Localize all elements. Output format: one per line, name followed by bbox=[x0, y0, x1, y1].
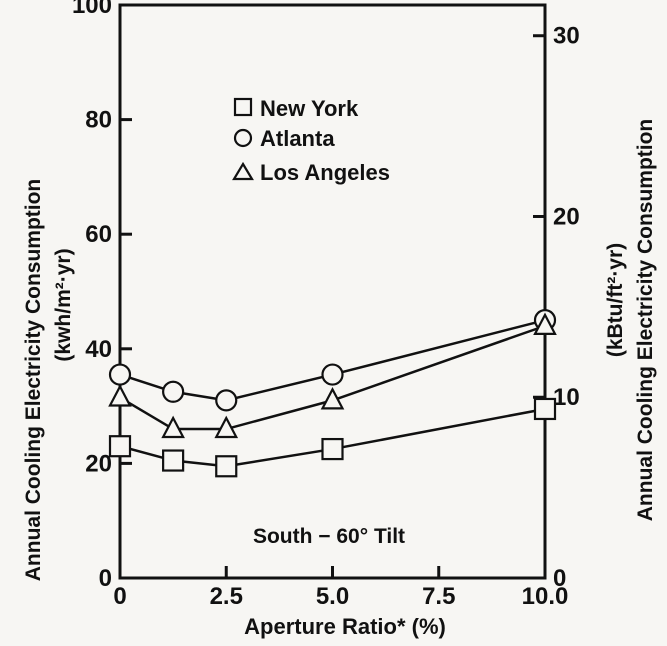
point-new-york bbox=[108, 435, 132, 458]
series-layer bbox=[108, 309, 557, 478]
plot-frame bbox=[118, 3, 547, 580]
point-new-york bbox=[321, 437, 344, 461]
axis-ticks: 0 20 40 60 80 100 0 10 20 30 0 2.5 5.0 7.5 10.0 bbox=[72, 0, 580, 610]
x-tick-label: 10.0 bbox=[522, 583, 569, 610]
point-los-angeles bbox=[108, 384, 132, 407]
y-tick-label-right: 30 bbox=[553, 23, 580, 50]
y-axis-title-left-text: Annual Cooling Electricity Consumption bbox=[22, 179, 45, 582]
y-axis-units-left: (kwh/m²·yr) bbox=[52, 248, 75, 361]
y-axis-title-right: (kBtu/ft²·yr) Annual Cooling Electricity… bbox=[604, 119, 657, 522]
y-tick-label-left: 20 bbox=[85, 450, 112, 477]
y-tick-label-left: 80 bbox=[85, 107, 112, 134]
y-tick-label-left: 0 bbox=[99, 565, 112, 592]
y-tick-label-right: 20 bbox=[553, 203, 580, 230]
point-los-angeles bbox=[320, 387, 345, 410]
y-axis-title-right-text: Annual Cooling Electricity Consumption bbox=[634, 119, 657, 522]
legend-circle-marker bbox=[233, 128, 253, 148]
y-tick-label-right: 0 bbox=[553, 565, 566, 592]
point-atlanta bbox=[215, 389, 238, 412]
y-tick-label-right: 10 bbox=[553, 384, 580, 411]
point-new-york bbox=[215, 455, 238, 478]
y-axis-units-right: (kBtu/ft²·yr) bbox=[604, 243, 627, 357]
x-tick-label: 0 bbox=[113, 583, 126, 610]
tilt-annotation: South − 60° Tilt bbox=[253, 525, 405, 548]
x-tick-label: 5.0 bbox=[316, 583, 349, 610]
y-tick-label-left: 100 bbox=[72, 0, 112, 19]
legend-triangle-marker bbox=[232, 161, 254, 181]
point-new-york bbox=[533, 397, 557, 421]
point-atlanta bbox=[108, 363, 132, 386]
legend-square-marker bbox=[233, 97, 253, 117]
x-tick-label: 2.5 bbox=[210, 583, 243, 610]
legend: New York Atlanta Los Angeles bbox=[232, 96, 390, 185]
legend-label-atlanta: Atlanta bbox=[260, 126, 335, 151]
point-los-angeles bbox=[161, 415, 185, 439]
y-tick-label-left: 60 bbox=[85, 221, 112, 248]
legend-label-los-angeles: Los Angeles bbox=[260, 160, 390, 185]
point-atlanta bbox=[162, 380, 185, 403]
point-los-angeles bbox=[533, 312, 557, 335]
y-tick-label-left: 40 bbox=[85, 336, 112, 363]
point-new-york bbox=[162, 449, 185, 472]
x-tick-label: 7.5 bbox=[422, 583, 455, 610]
point-los-angeles bbox=[214, 415, 239, 439]
point-atlanta bbox=[321, 363, 344, 386]
y-axis-title-left: Annual Cooling Electricity Consumption (… bbox=[22, 179, 75, 582]
legend-label-new-york: New York bbox=[260, 96, 359, 121]
x-axis-title: Aperture Ratio* (%) bbox=[244, 614, 446, 639]
